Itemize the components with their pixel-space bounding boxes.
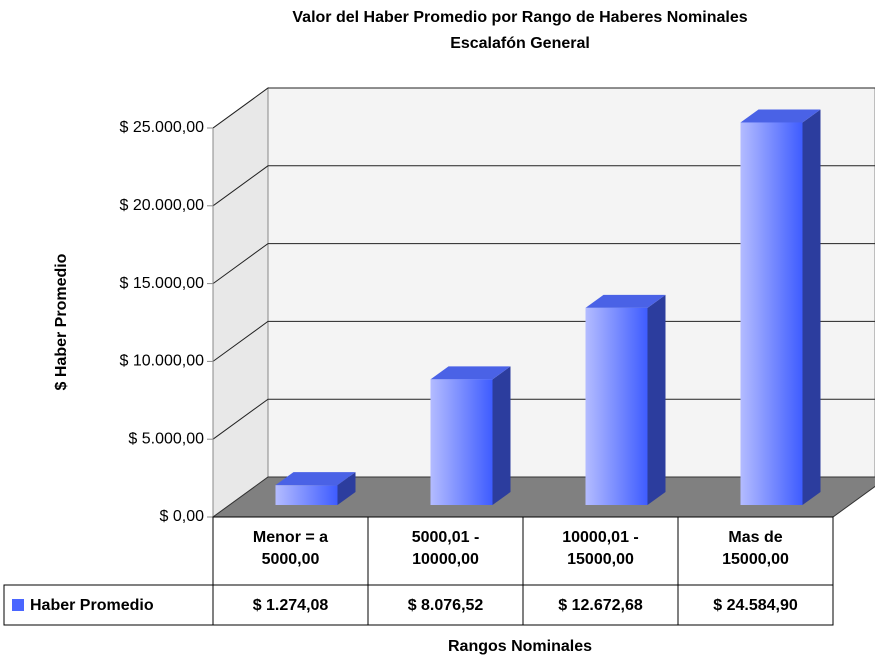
y-axis-label: $ Haber Promedio	[53, 253, 70, 390]
chart-title: Valor del Haber Promedio por Rango de Ha…	[292, 9, 747, 26]
grid-line	[212, 398, 875, 440]
data-label: $ 24.584,90	[713, 597, 798, 614]
bar-side	[647, 294, 666, 505]
grid-line	[212, 243, 875, 285]
bar-side	[802, 109, 821, 505]
y-tick-label: $ 0,00	[160, 508, 205, 525]
x-tick-label: 5000,01 - 10000,00	[411, 529, 480, 568]
bar	[275, 485, 338, 505]
data-label: $ 12.672,68	[558, 597, 643, 614]
grid-line	[212, 165, 875, 207]
x-axis-label: Rangos Nominales	[448, 638, 592, 655]
bar-top	[275, 472, 356, 486]
data-label: $ 1.274,08	[253, 597, 329, 614]
bar-top	[430, 366, 511, 380]
bar-side	[492, 366, 511, 505]
x-tick-label: 10000,01 - 15000,00	[562, 529, 639, 568]
grid-line	[212, 87, 875, 129]
grid-line	[212, 320, 875, 362]
side-wall	[212, 87, 269, 518]
bar-top	[585, 294, 666, 308]
bar	[740, 122, 803, 505]
y-tick-label: $ 20.000,00	[119, 197, 204, 214]
y-tick-label: $ 5.000,00	[128, 430, 204, 447]
legend-swatch	[12, 599, 24, 611]
y-tick-label: $ 15.000,00	[119, 275, 204, 292]
x-tick-label: Menor = a 5000,00	[252, 529, 329, 568]
bar	[585, 307, 648, 505]
chart-subtitle: Escalafón General	[450, 35, 590, 52]
y-tick-label: $ 10.000,00	[119, 353, 204, 370]
bar-side	[337, 472, 356, 505]
bar-top	[740, 109, 821, 123]
x-tick-label: Mas de 15000,00	[722, 529, 789, 568]
data-label: $ 8.076,52	[408, 597, 484, 614]
y-tick-label: $ 25.000,00	[119, 119, 204, 136]
legend-label: Haber Promedio	[30, 597, 154, 614]
bar	[430, 379, 493, 505]
table-border	[3, 584, 214, 626]
